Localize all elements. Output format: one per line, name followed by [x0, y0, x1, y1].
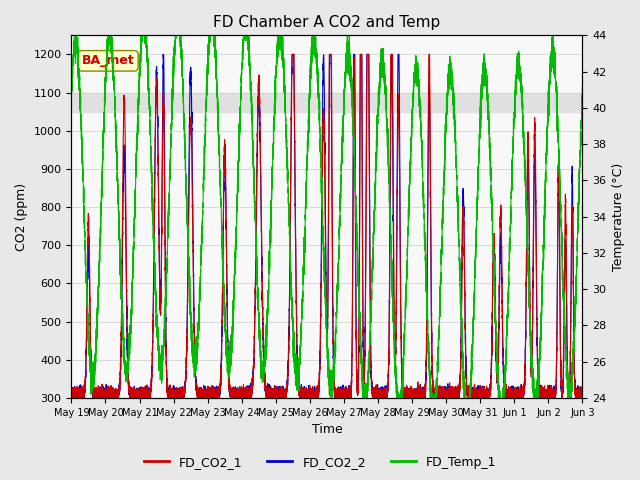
FD_CO2_2	[451, 393, 459, 399]
FD_CO2_2	[490, 242, 497, 248]
FD_Temp_1	[68, 87, 76, 93]
FD_CO2_1	[68, 384, 76, 389]
FD_CO2_1	[490, 245, 497, 251]
Legend: FD_CO2_1, FD_CO2_2, FD_Temp_1: FD_CO2_1, FD_CO2_2, FD_Temp_1	[139, 451, 501, 474]
FD_CO2_1	[451, 391, 459, 397]
FD_CO2_1	[579, 391, 586, 397]
FD_CO2_1	[288, 51, 296, 57]
FD_CO2_1	[283, 389, 291, 395]
FD_Temp_1	[471, 269, 479, 275]
Bar	[72, 93, 582, 112]
Line: FD_Temp_1: FD_Temp_1	[72, 36, 582, 398]
FD_CO2_2	[283, 385, 291, 391]
Line: FD_CO2_2: FD_CO2_2	[72, 54, 582, 398]
Y-axis label: CO2 (ppm): CO2 (ppm)	[15, 182, 28, 251]
FD_Temp_1	[71, 33, 79, 38]
FD_Temp_1	[476, 117, 484, 123]
FD_CO2_2	[269, 391, 276, 397]
FD_CO2_1	[471, 395, 479, 401]
X-axis label: Time: Time	[312, 423, 342, 436]
FD_CO2_1	[70, 395, 77, 401]
FD_Temp_1	[451, 127, 459, 133]
Line: FD_CO2_1: FD_CO2_1	[72, 54, 582, 398]
FD_CO2_2	[159, 51, 167, 57]
FD_Temp_1	[490, 247, 497, 252]
FD_CO2_2	[471, 393, 479, 398]
FD_Temp_1	[579, 93, 586, 99]
FD_CO2_2	[68, 395, 76, 401]
FD_Temp_1	[269, 164, 276, 169]
Title: FD Chamber A CO2 and Temp: FD Chamber A CO2 and Temp	[213, 15, 440, 30]
FD_CO2_2	[68, 394, 76, 400]
FD_CO2_1	[269, 390, 276, 396]
FD_CO2_1	[476, 388, 484, 394]
Y-axis label: Temperature (°C): Temperature (°C)	[612, 163, 625, 271]
FD_Temp_1	[327, 395, 335, 401]
Text: BA_met: BA_met	[82, 54, 134, 67]
FD_CO2_2	[476, 395, 484, 400]
FD_Temp_1	[283, 136, 291, 142]
FD_CO2_2	[579, 395, 586, 401]
